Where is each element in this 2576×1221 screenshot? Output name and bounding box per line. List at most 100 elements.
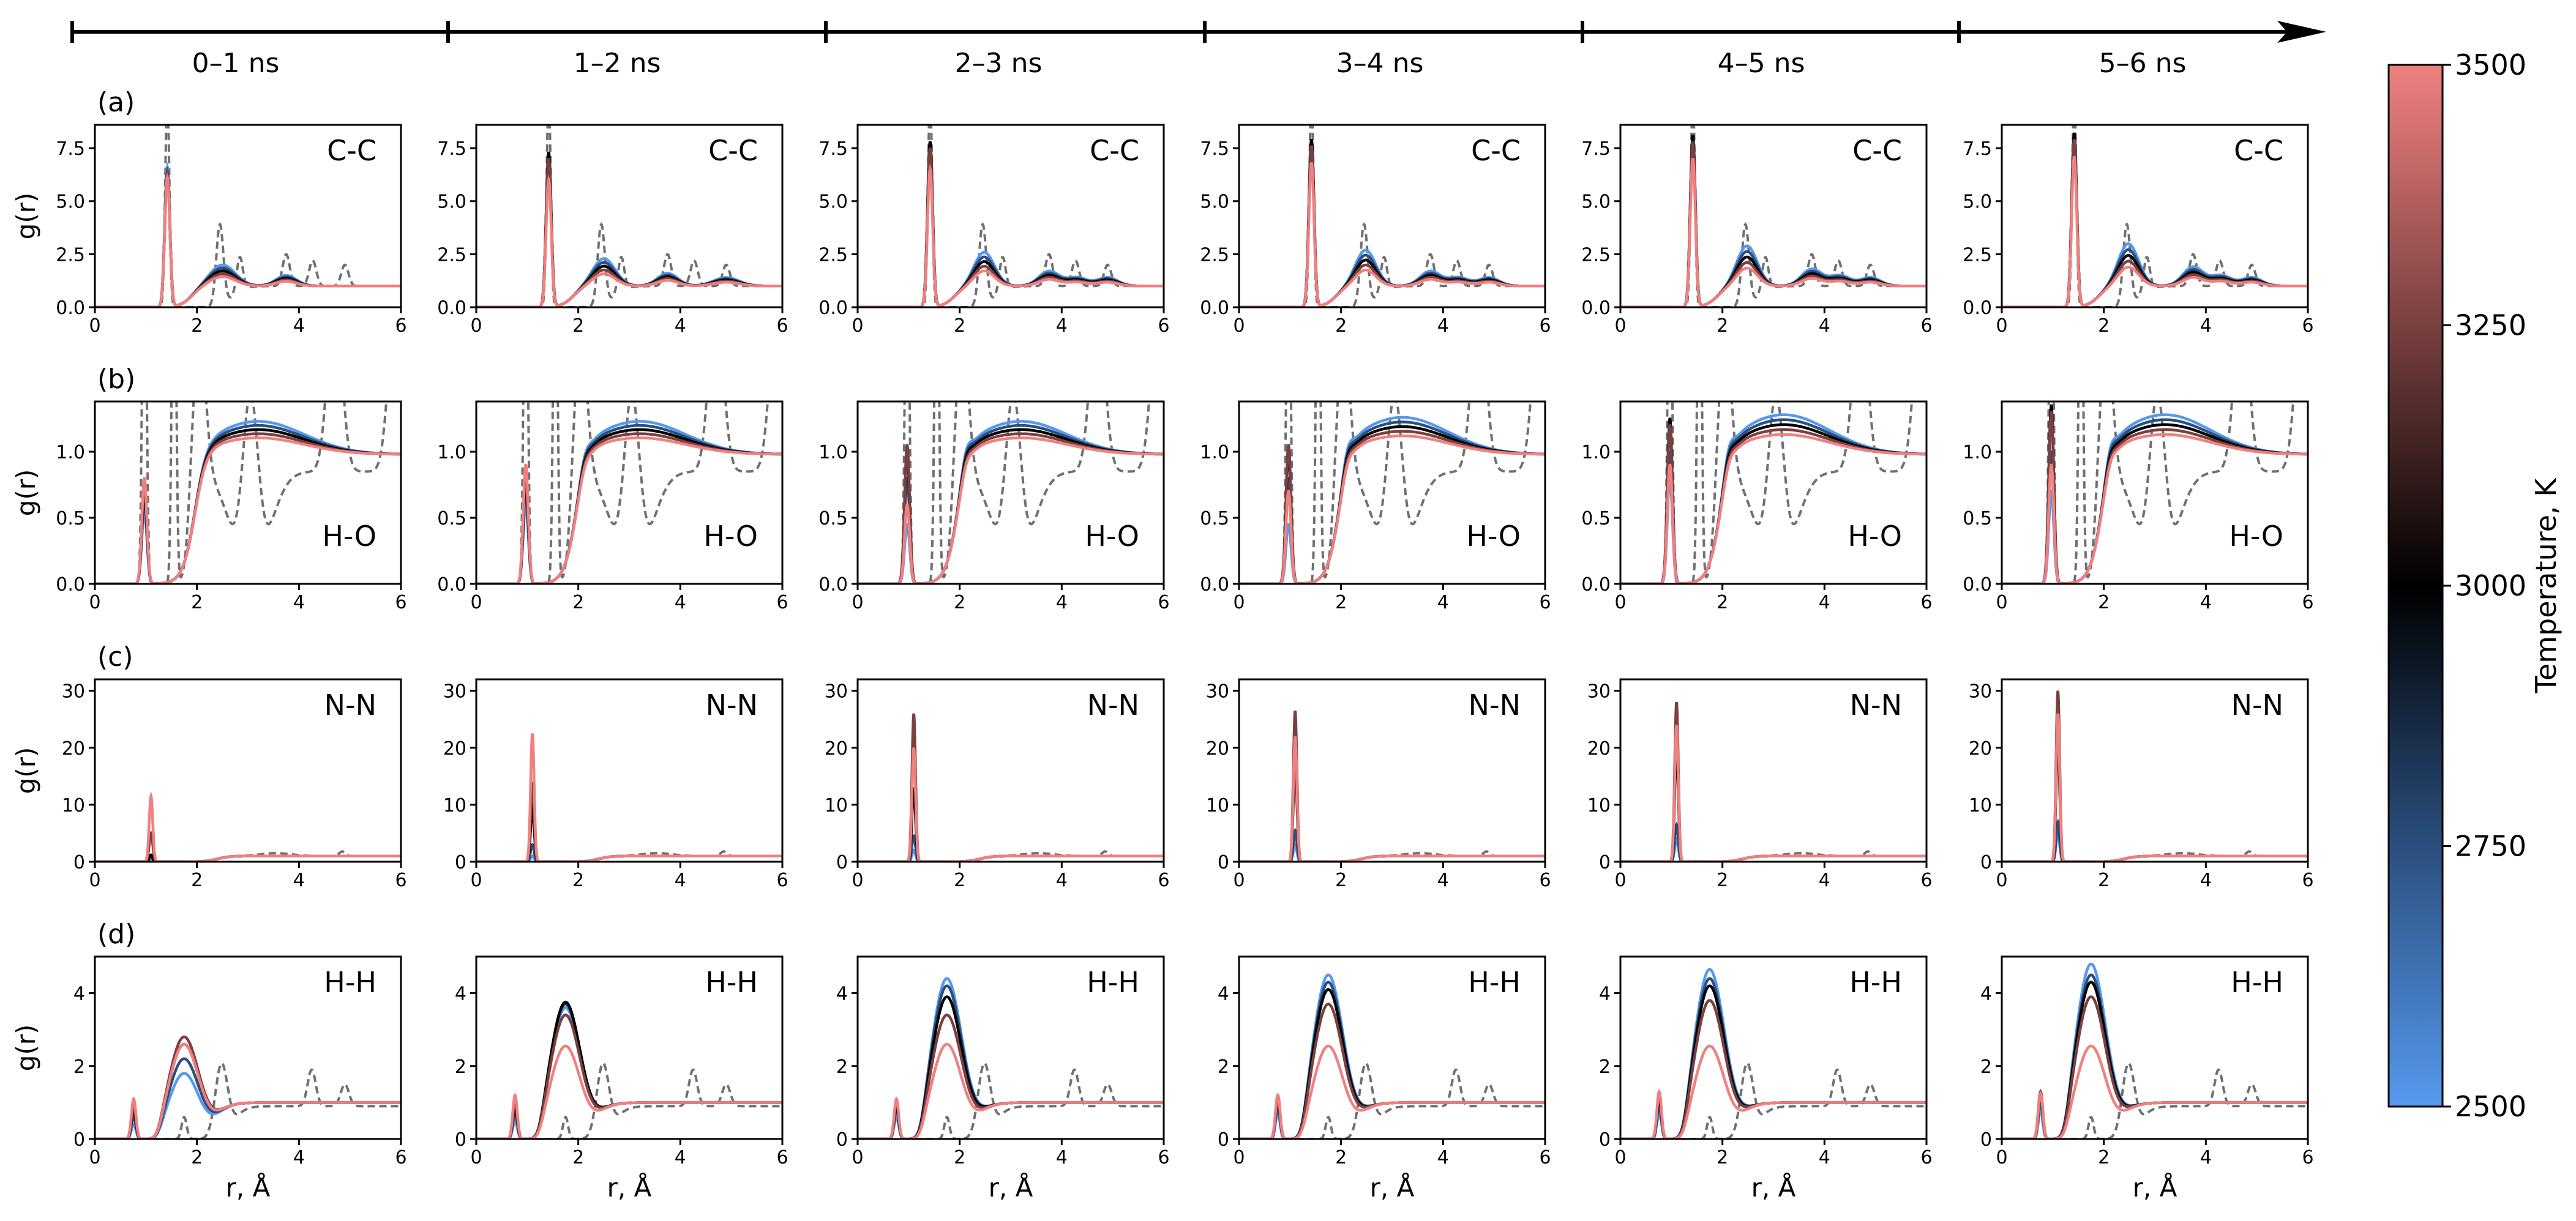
temperature-colorbar: 2500 2750 3000 3250 3500 Temperature, K: [2387, 48, 2563, 1123]
y-tick-label: 7.5: [56, 138, 85, 160]
y-tick-label: 20: [443, 738, 466, 760]
y-tick-label: 20: [1206, 738, 1229, 760]
axes-frame: [856, 124, 1165, 308]
x-tick-label: 4: [2200, 592, 2212, 613]
plot-area: [1620, 401, 1926, 584]
pair-label: H-O: [322, 520, 376, 553]
rdf-panel: 0 2 4 6 0.0 2.5 5.0 7.5 C-C: [1963, 124, 2314, 337]
y-tick-label: 0.5: [56, 508, 85, 529]
time-window-label: 2–3 ns: [955, 48, 1043, 79]
x-tick-label: 0: [1614, 315, 1626, 337]
reference-curve: [2002, 125, 2308, 307]
x-tick-label: 2: [2098, 870, 2110, 891]
y-tick-label: 10: [1969, 795, 1992, 816]
rdf-panel: 0 2 4 6 0 10 20 30 N-N: [1969, 678, 2314, 891]
y-tick-label: 10: [443, 795, 466, 816]
y-tick-label: 1.0: [56, 442, 85, 463]
x-axis-label: r, Å: [989, 1172, 1033, 1203]
rdf-panel: 0 2 4 6 0.0 0.5 1.0 H-O: [1200, 400, 1551, 613]
colorbar-title: Temperature, K: [2529, 477, 2563, 694]
x-tick-label: 4: [1819, 1147, 1830, 1168]
reference-curve: [95, 1062, 401, 1139]
x-tick-label: 6: [395, 870, 406, 891]
pair-label: C-C: [2234, 134, 2283, 167]
axes-frame: [2001, 678, 2309, 863]
y-tick-label: 2: [455, 1056, 466, 1078]
pair-label: H-O: [1085, 520, 1139, 553]
rdf-panel: 0 2 4 6 0.0 0.5 1.0 H-O: [818, 400, 1170, 613]
series-line-3000K: [476, 1001, 782, 1139]
series-line-3500K: [95, 1042, 401, 1139]
reference-curve: [1239, 1062, 1545, 1139]
pair-label: C-C: [327, 134, 376, 167]
y-tick-label: 20: [825, 738, 848, 760]
x-tick-label: 0: [89, 315, 100, 337]
x-tick-label: 2: [1717, 870, 1728, 891]
y-axis-label: g(r): [11, 1025, 41, 1072]
y-tick-label: 2: [73, 1056, 85, 1078]
x-tick-label: 2: [572, 870, 584, 891]
series-line-3000K: [476, 803, 782, 862]
rdf-panel: 0 2 4 6 0.0 0.5 1.0 H-O: [437, 400, 788, 613]
x-axis-label: r, Å: [607, 1172, 652, 1203]
rdf-panel: 0 2 4 6 0 2 4 H-H r, Å: [455, 955, 788, 1203]
series-line-3500K: [1239, 736, 1545, 862]
rdf-panel: 0 2 4 6 0 2 4 H-H g(r) r, Å: [11, 955, 407, 1203]
series-line-2500K: [1620, 837, 1926, 862]
x-axis-label: r, Å: [226, 1172, 271, 1203]
x-tick-label: 2: [1717, 315, 1728, 337]
plot-area: [1620, 701, 1926, 862]
reference-curve: [95, 125, 401, 307]
series-line-3250K: [858, 713, 1164, 862]
series-line-3250K: [95, 1035, 401, 1139]
y-tick-label: 30: [1587, 681, 1611, 703]
rdf-panel: 0 2 4 6 0.0 0.5 1.0 H-O: [1581, 400, 1933, 613]
x-tick-label: 4: [675, 870, 686, 891]
plot-area: [1239, 125, 1545, 307]
x-tick-label: 0: [1996, 315, 2007, 337]
axes-frame: [2001, 124, 2309, 308]
y-tick-label: 4: [1599, 984, 1611, 1005]
series-line-3000K: [95, 1042, 401, 1139]
x-tick-label: 4: [2200, 870, 2212, 891]
x-tick-label: 0: [470, 315, 482, 337]
series-line-3000K: [858, 995, 1164, 1139]
y-tick-label: 1.0: [1200, 442, 1229, 463]
axes-frame: [475, 678, 784, 863]
y-tick-label: 5.0: [1581, 192, 1611, 213]
y-tick-label: 4: [1980, 984, 1992, 1005]
series-line-3500K: [1239, 434, 1545, 584]
plot-area: [95, 125, 401, 307]
y-tick-label: 30: [1206, 681, 1229, 703]
series-line-3500K: [858, 747, 1164, 862]
axes-frame: [1238, 124, 1546, 308]
x-tick-label: 4: [1056, 870, 1068, 891]
y-tick-label: 0: [73, 1129, 85, 1151]
x-tick-label: 0: [1996, 592, 2007, 613]
time-window-label: 3–4 ns: [1336, 48, 1424, 79]
pair-label: H-H: [1468, 966, 1521, 999]
series-line-3250K: [1239, 710, 1545, 862]
x-tick-label: 6: [1920, 592, 1932, 613]
y-tick-label: 4: [455, 984, 466, 1005]
x-tick-label: 6: [1158, 870, 1169, 891]
series-line-3500K: [476, 733, 782, 862]
series-line-2750K: [476, 843, 782, 862]
x-tick-label: 4: [293, 592, 305, 613]
x-tick-label: 0: [1614, 592, 1626, 613]
x-tick-label: 2: [954, 315, 965, 337]
series-line-3000K: [1620, 747, 1926, 862]
pair-label: C-C: [1471, 134, 1521, 167]
y-tick-label: 2: [1599, 1056, 1611, 1078]
plot-area: [476, 125, 782, 307]
y-tick-label: 0.0: [818, 297, 848, 319]
x-tick-label: 2: [191, 870, 203, 891]
rdf-panel: 0 2 4 6 0 2 4 H-H r, Å: [836, 955, 1170, 1203]
pair-label: H-O: [1466, 520, 1521, 553]
x-tick-label: 2: [954, 1147, 965, 1168]
x-tick-label: 6: [1539, 870, 1551, 891]
x-tick-label: 6: [1539, 315, 1551, 337]
y-tick-label: 0: [455, 852, 466, 873]
y-tick-label: 5.0: [56, 192, 85, 213]
x-axis-label: r, Å: [1751, 1172, 1796, 1203]
